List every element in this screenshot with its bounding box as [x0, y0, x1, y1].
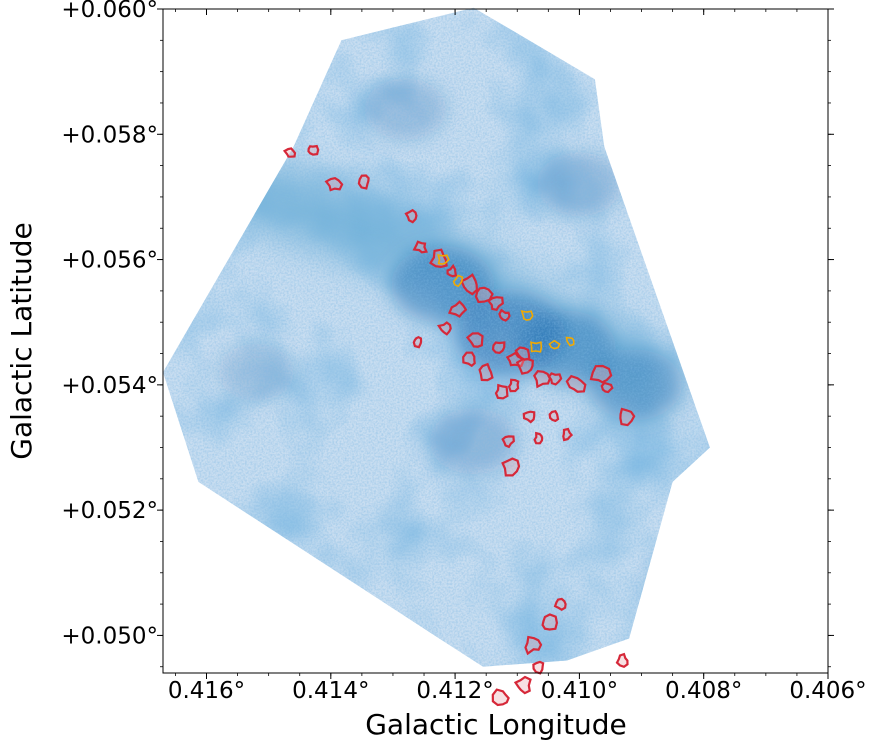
red-contour [465, 332, 484, 348]
red-contour [565, 374, 587, 393]
x-tick-label: 0.410° [541, 678, 618, 704]
red-contour [533, 370, 552, 389]
y-axis-title: Galactic Latitude [5, 222, 38, 459]
red-contour [619, 407, 636, 427]
orange-contour [565, 336, 575, 347]
red-contour [436, 321, 452, 336]
red-contour [460, 273, 479, 296]
red-contour [486, 296, 504, 312]
y-tick-label: +0.056° [61, 248, 158, 274]
red-contour [513, 675, 532, 695]
red-contour [615, 652, 629, 669]
x-tick-label: 0.412° [416, 678, 493, 704]
y-tick-label: +0.050° [61, 623, 158, 649]
orange-contour [520, 310, 534, 321]
y-axis: +0.050° +0.052° +0.054° +0.056° +0.058° +0.06… [61, 0, 834, 668]
x-tick-label: 0.406° [789, 678, 866, 704]
red-contour [562, 427, 574, 442]
orange-contour [452, 274, 464, 288]
red-contour [501, 435, 515, 449]
x-tick-label: 0.414° [292, 678, 369, 704]
red-contour [494, 383, 509, 400]
red-contour [307, 144, 320, 156]
orange-contour [548, 339, 561, 350]
red-contour [501, 457, 521, 477]
red-contour [589, 364, 613, 384]
red-contour [357, 174, 370, 190]
red-contour [491, 341, 506, 355]
red-contour [507, 378, 520, 393]
red-contour [515, 357, 534, 375]
red-contour [548, 409, 560, 423]
red-contour [282, 147, 297, 158]
y-tick-label: +0.058° [61, 122, 158, 148]
x-tick-label: 0.416° [168, 678, 245, 704]
dense-region [650, 554, 710, 617]
red-contour [522, 410, 536, 424]
orange-contour [530, 341, 543, 353]
y-tick-label: +0.054° [61, 373, 158, 399]
red-contour [533, 431, 544, 445]
red-contour [447, 300, 468, 318]
orange-contour-layer [437, 254, 575, 353]
red-contour [514, 346, 531, 361]
red-contour-layer [282, 144, 636, 707]
y-tick-label: +0.052° [61, 498, 158, 524]
x-axis-title: Galactic Longitude [365, 708, 627, 741]
red-contour [600, 381, 614, 394]
red-contour [446, 263, 458, 278]
red-contour [404, 208, 418, 224]
x-axis: 0.416° 0.414° 0.412° 0.410° 0.408° 0.406° [168, 9, 867, 704]
red-contour [541, 613, 559, 631]
red-contour [412, 335, 423, 349]
red-contour [524, 635, 543, 656]
red-contour [324, 177, 344, 192]
red-contour [478, 362, 494, 382]
orange-contour [437, 254, 450, 265]
red-contour [498, 308, 511, 322]
red-contour [547, 372, 563, 386]
red-contour [532, 660, 545, 675]
red-contour [462, 351, 476, 368]
red-contour [412, 240, 428, 254]
red-contour [491, 688, 510, 707]
red-contour [553, 597, 567, 611]
y-tick-label: +0.060° [61, 0, 158, 23]
axes-frame [162, 8, 829, 674]
x-tick-label: 0.408° [665, 678, 742, 704]
